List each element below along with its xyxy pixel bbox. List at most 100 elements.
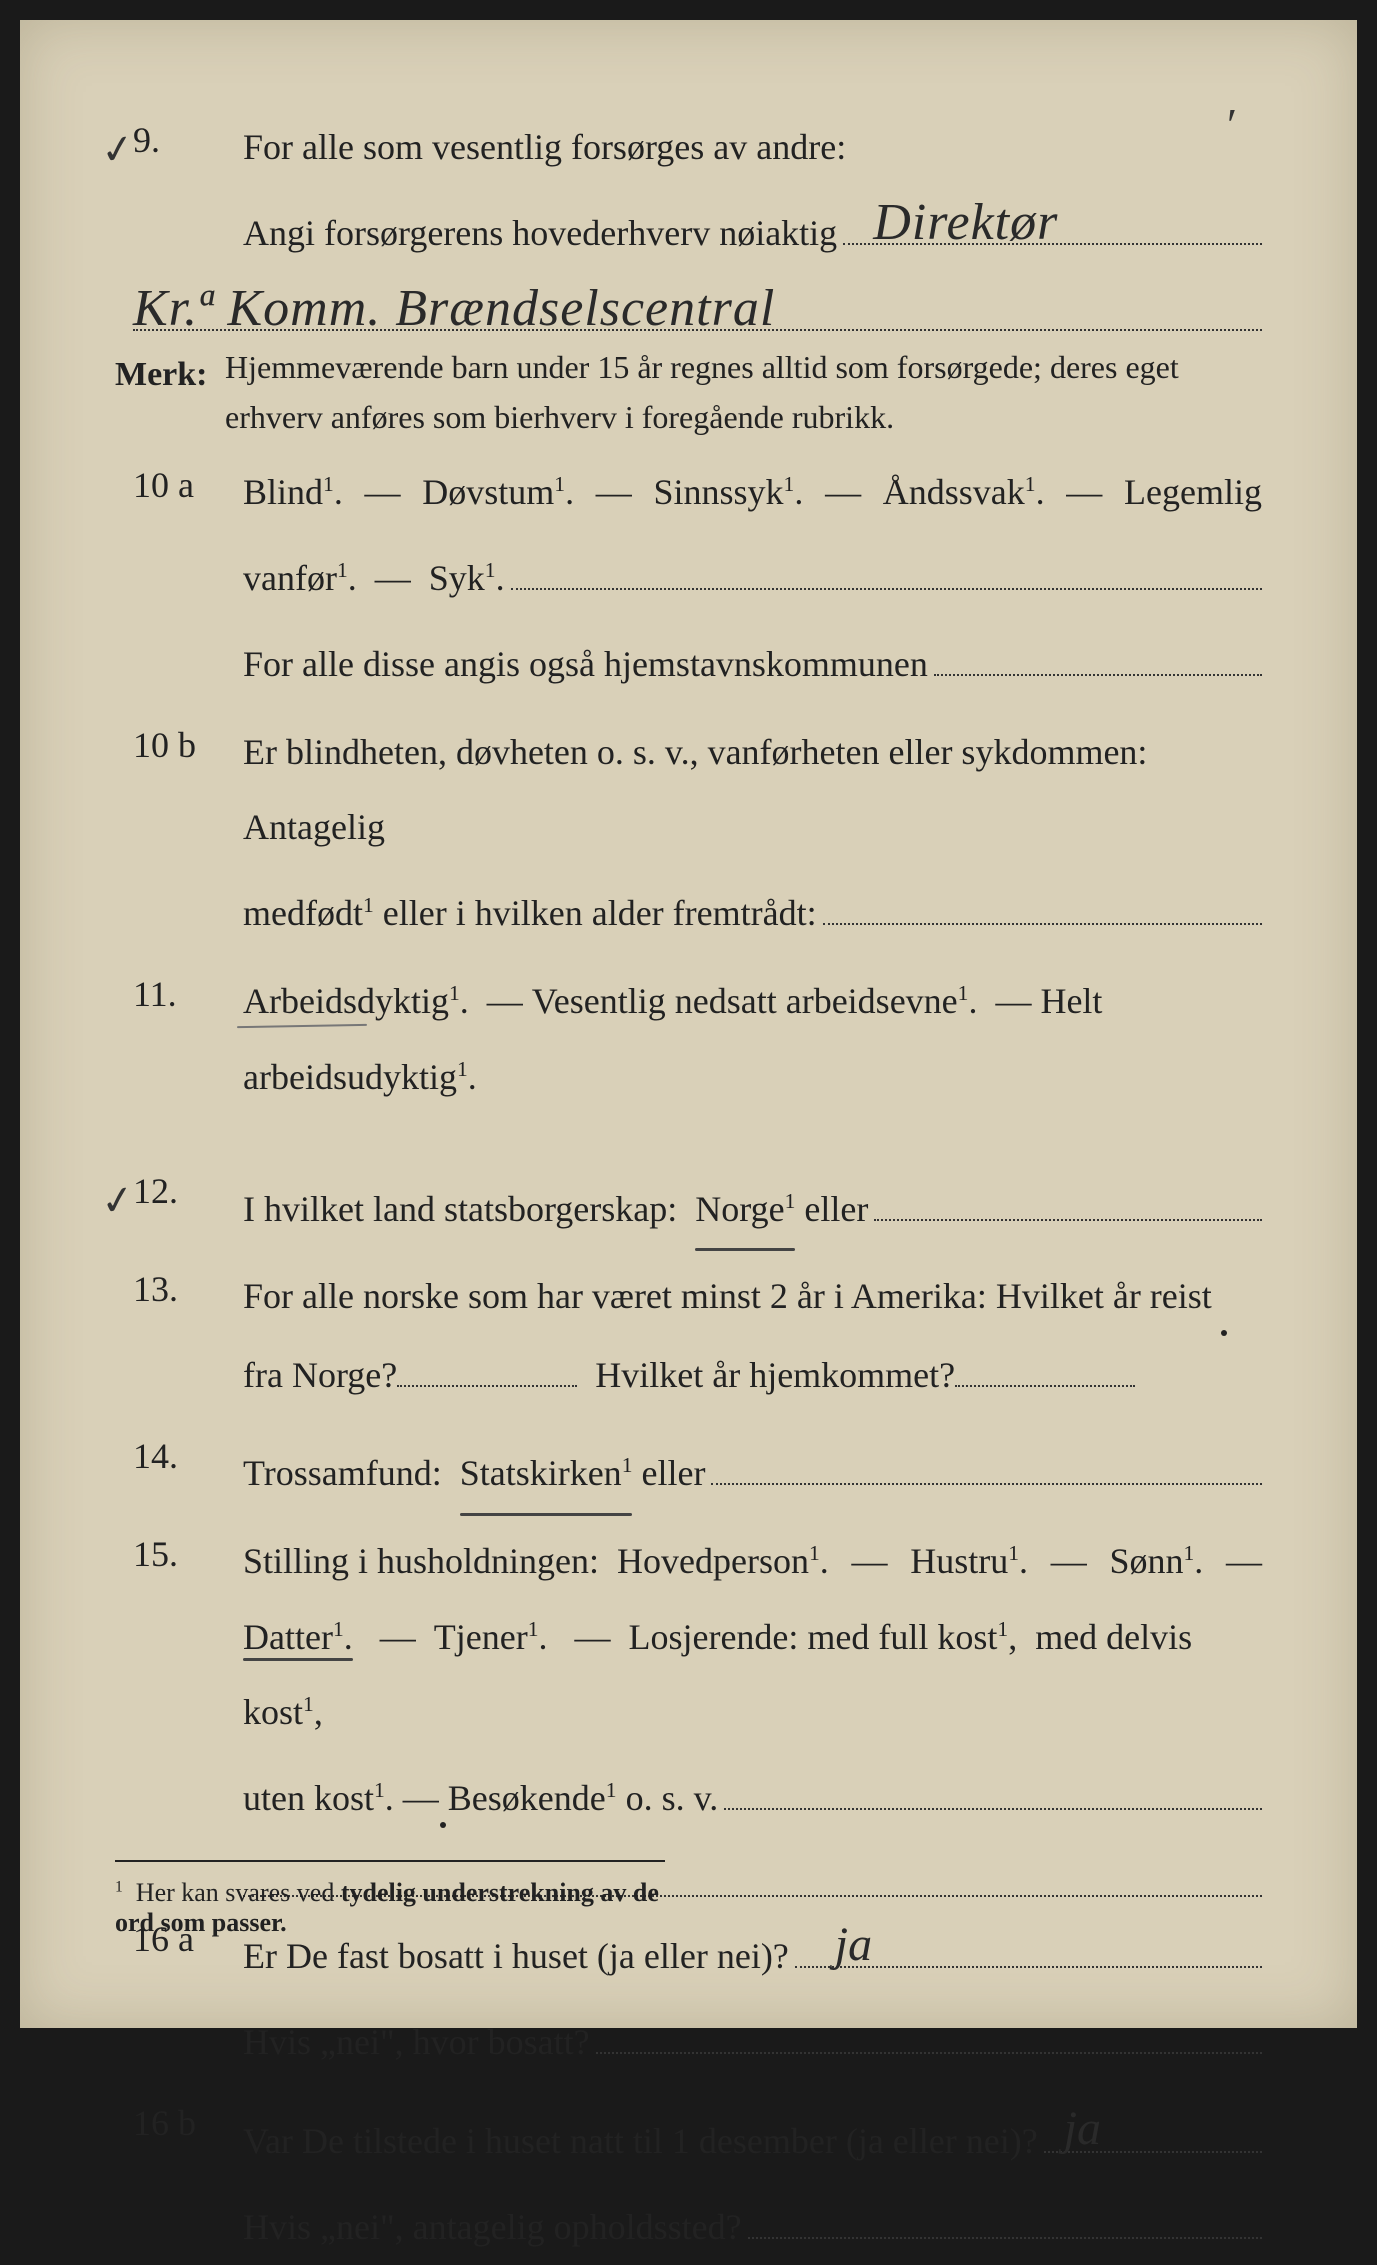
q14-num: 14. — [115, 1426, 243, 1487]
q9-body: For alle som vesentlig forsørges av andr… — [243, 110, 1262, 331]
q16b: 16 b Var De tilstede i huset natt til 1 … — [115, 2093, 1262, 2265]
q16a-hand: ja — [835, 1895, 872, 1996]
q13: 13. For alle norske som har været minst … — [115, 1259, 1262, 1414]
q16b-body: Var De tilstede i huset natt til 1 desem… — [243, 2093, 1262, 2265]
dash: — — [825, 455, 861, 531]
q10a-opt4: Åndssvak1. — [883, 455, 1045, 531]
q10a: 10 a Blind1. — Døvstum1. — Sinnssyk1. — … — [115, 455, 1262, 703]
q11-opt2: Vesentlig nedsatt arbeidsevne1. — [532, 981, 978, 1021]
q10b-text2: medfødt1 eller i hvilken alder fremtrådt… — [243, 876, 817, 952]
q11-num: 11. — [115, 964, 243, 1025]
pencil-underline — [237, 1024, 367, 1028]
q16a-fill2 — [596, 1995, 1262, 2055]
q9-fill2: Kr.ª Komm. Brændselscentral — [133, 272, 1262, 332]
dash: — — [365, 455, 401, 531]
q10a-opt3: Sinnssyk1. — [654, 455, 804, 531]
q10b-body: Er blindheten, døvheten o. s. v., vanfør… — [243, 715, 1262, 952]
q13-t2a: fra Norge? — [243, 1338, 397, 1414]
q16b-text1: Var De tilstede i huset natt til 1 desem… — [243, 2104, 1038, 2180]
q16b-line2: Hvis „nei", antagelig opholdssted? — [243, 2179, 1262, 2265]
q12-body: I hvilket land statsborgerskap: Norge1 e… — [243, 1161, 1262, 1247]
q11: 11. Arbeidsdyktig1. — Vesentlig nedsatt … — [115, 964, 1262, 1115]
q13-num: 13. — [115, 1259, 243, 1320]
stray-dot — [1221, 1330, 1227, 1336]
q15-opt7: uten kost1. — Besøkende1 o. s. v. — [243, 1761, 718, 1837]
q13-line1: For alle norske som har været minst 2 år… — [243, 1259, 1262, 1335]
q14-text: Trossamfund: — [243, 1436, 442, 1512]
q13-body: For alle norske som har været minst 2 år… — [243, 1259, 1262, 1414]
q10a-opt6: vanfør1. — Syk1. — [243, 541, 505, 617]
q10a-body: Blind1. — Døvstum1. — Sinnssyk1. — Åndss… — [243, 455, 1262, 703]
q10a-line2: vanfør1. — Syk1. — [243, 530, 1262, 616]
q15-line2: Datter1. — Tjener1. — Losjerende: med fu… — [243, 1600, 1262, 1751]
q10a-line1: Blind1. — Døvstum1. — Sinnssyk1. — Åndss… — [243, 455, 1262, 531]
q15-body: Stilling i husholdningen: Hovedperson1. … — [243, 1524, 1262, 1897]
stray-dot — [440, 1822, 446, 1828]
footnote-sup: 1 — [115, 1878, 123, 1895]
q9-hand1: Direktør — [873, 168, 1058, 277]
q16b-fill1: ja — [1044, 2093, 1262, 2153]
q12-number: ✓ 12. — [115, 1161, 243, 1222]
q12: ✓ 12. I hvilket land statsborgerskap: No… — [115, 1161, 1262, 1247]
q10a-opt1: Blind1. — [243, 455, 343, 531]
q10a-fill — [511, 530, 1262, 590]
q11-body: Arbeidsdyktig1. — Vesentlig nedsatt arbe… — [243, 964, 1262, 1115]
q9-num-text: 9. — [133, 120, 160, 160]
q16a-line2: Hvis „nei", hvor bosatt? — [243, 1995, 1262, 2081]
q14-fill — [711, 1426, 1262, 1486]
q15-opt5: Tjener1. — [434, 1617, 548, 1657]
q14: 14. Trossamfund: Statskirken1 eller — [115, 1426, 1262, 1512]
q16a-text2: Hvis „nei", hvor bosatt? — [243, 2005, 590, 2081]
q9-hand2: Kr.ª Komm. Brændselscentral — [133, 254, 775, 363]
q10a-num: 10 a — [115, 455, 243, 516]
q14-or: eller — [641, 1436, 705, 1512]
dash: — — [596, 455, 632, 531]
q10a-line3: For alle disse angis også hjemstavnskomm… — [243, 616, 1262, 702]
q10b-num: 10 b — [115, 715, 243, 776]
dash: — — [1066, 455, 1102, 531]
q9: ✓ 9. For alle som vesentlig forsørges av… — [115, 110, 1262, 331]
q15-num: 15. — [115, 1524, 243, 1585]
q10a-fill2 — [934, 616, 1262, 676]
q15-text: Stilling i husholdningen: Hovedperson1. — [243, 1524, 829, 1600]
q15-opt2: Hustru1. — [910, 1524, 1028, 1600]
q15-fill1 — [724, 1751, 1262, 1811]
q10b-line2: medfødt1 eller i hvilken alder fremtrådt… — [243, 866, 1262, 952]
q16b-hand: ja — [1064, 2079, 1101, 2180]
q13-fill1 — [397, 1335, 577, 1387]
q9-fill1: Direktør — [843, 186, 1262, 246]
dash: — — [1051, 1524, 1087, 1600]
q15: 15. Stilling i husholdningen: Hovedperso… — [115, 1524, 1262, 1897]
dash: — — [852, 1524, 888, 1600]
q10b-line1: Er blindheten, døvheten o. s. v., vanfør… — [243, 715, 1262, 866]
merk-label-cell: Merk: — [115, 343, 225, 404]
q10a-text3: For alle disse angis også hjemstavnskomm… — [243, 627, 928, 703]
q10b-fill — [823, 866, 1262, 926]
q12-opt1: Norge1 — [695, 1172, 795, 1248]
dash: — — [1226, 1524, 1262, 1600]
q12-num-text: 12. — [133, 1171, 178, 1211]
stray-mark: ′ — [1227, 98, 1237, 151]
q11-opt1: Arbeidsdyktig1. — [243, 981, 478, 1021]
q16b-line1: Var De tilstede i huset natt til 1 desem… — [243, 2093, 1262, 2179]
q10a-opt5: Legemlig — [1124, 455, 1262, 531]
q14-body: Trossamfund: Statskirken1 eller — [243, 1426, 1262, 1512]
footnote: 1 Her kan svares ved tydelig understrekn… — [115, 1860, 665, 1938]
q9-line3: Kr.ª Komm. Brændselscentral — [133, 272, 1262, 332]
q14-opt1: Statskirken1 — [460, 1436, 633, 1512]
q9-line1: For alle som vesentlig forsørges av andr… — [243, 110, 1262, 186]
q16a-fill1: ja — [795, 1909, 1262, 1969]
q10b: 10 b Er blindheten, døvheten o. s. v., v… — [115, 715, 1262, 952]
q15-line3: uten kost1. — Besøkende1 o. s. v. — [243, 1751, 1262, 1837]
q10a-opt2: Døvstum1. — [422, 455, 574, 531]
q15-opt6a: Losjerende: med full kost1, — [628, 1617, 1017, 1657]
q16b-text2: Hvis „nei", antagelig opholdssted? — [243, 2190, 742, 2265]
census-form-page: ′ ✓ 9. For alle som vesentlig forsørges … — [20, 20, 1357, 2028]
q9-number: ✓ 9. — [115, 110, 243, 171]
q12-fill — [874, 1161, 1262, 1221]
q16b-fill2 — [748, 2179, 1262, 2239]
q15-line1: Stilling i husholdningen: Hovedperson1. … — [243, 1524, 1262, 1600]
q12-text: I hvilket land statsborgerskap: — [243, 1172, 677, 1248]
merk-label: Merk: — [115, 356, 208, 393]
q15-opt3: Sønn1. — [1109, 1524, 1203, 1600]
